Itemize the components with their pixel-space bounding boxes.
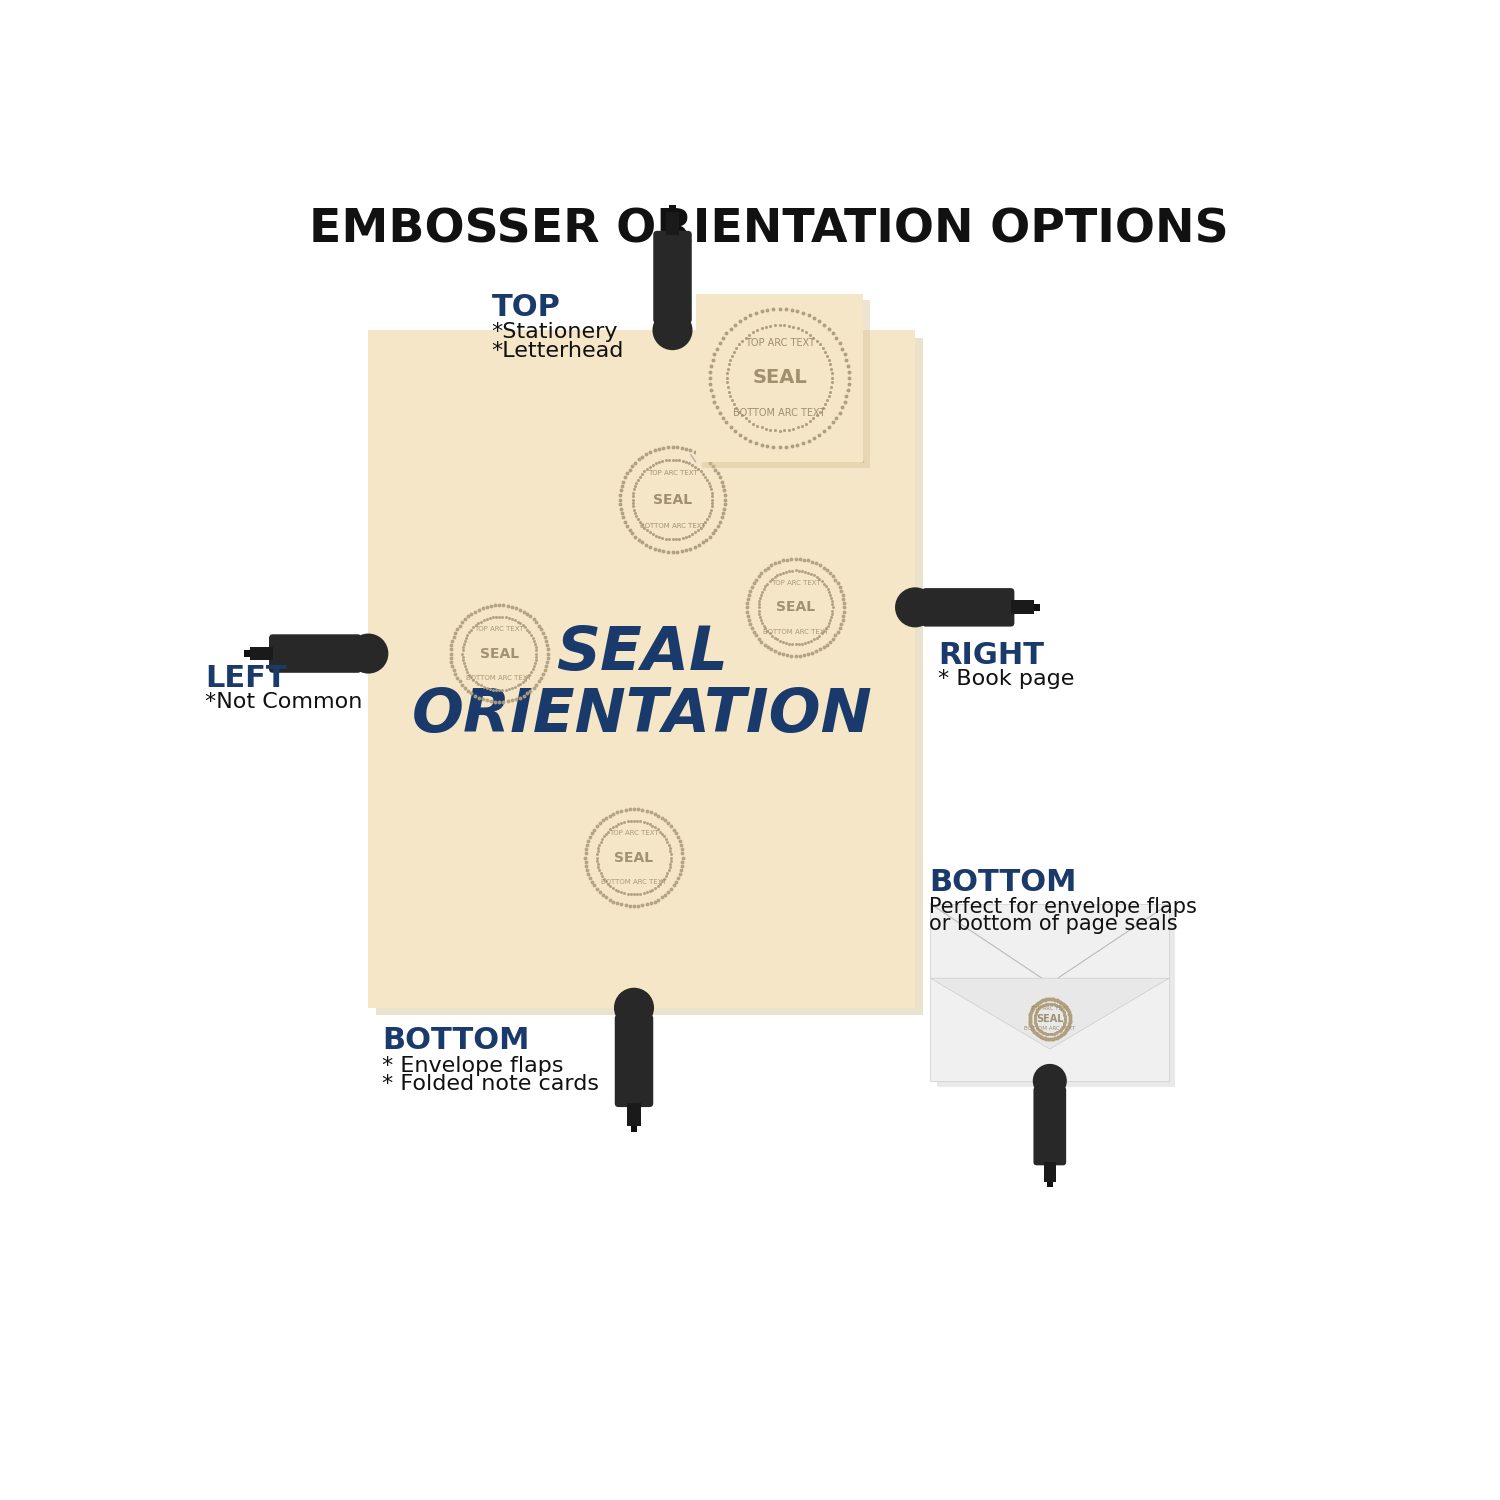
FancyBboxPatch shape (615, 1014, 654, 1107)
Text: SEAL: SEAL (652, 492, 692, 507)
FancyBboxPatch shape (922, 588, 1014, 627)
Text: or bottom of page seals: or bottom of page seals (928, 914, 1178, 934)
Bar (251, 646, 273, 660)
FancyBboxPatch shape (702, 300, 870, 468)
Circle shape (652, 310, 693, 350)
Bar (1034, 604, 1040, 610)
Bar (630, 1126, 638, 1132)
Text: TOP ARC TEXT: TOP ARC TEXT (771, 580, 820, 586)
Text: * Folded note cards: * Folded note cards (382, 1074, 598, 1094)
Text: TOP ARC TEXT: TOP ARC TEXT (648, 471, 698, 477)
Text: SEAL: SEAL (555, 624, 728, 682)
Circle shape (1034, 1064, 1066, 1098)
Text: BOTTOM ARC TEXT: BOTTOM ARC TEXT (1024, 1026, 1075, 1032)
FancyBboxPatch shape (930, 904, 1168, 1082)
Text: SEAL: SEAL (615, 850, 654, 864)
Text: * Envelope flaps: * Envelope flaps (382, 1056, 564, 1076)
Text: BOTTOM ARC TEXT: BOTTOM ARC TEXT (734, 408, 825, 417)
Bar (627, 1102, 640, 1126)
Circle shape (896, 588, 934, 627)
Text: SEAL: SEAL (1036, 1014, 1064, 1025)
FancyBboxPatch shape (268, 634, 362, 674)
Circle shape (614, 987, 654, 1028)
Text: BOTTOM ARC TEXT: BOTTOM ARC TEXT (764, 628, 828, 634)
Text: Perfect for envelope flaps: Perfect for envelope flaps (928, 897, 1197, 916)
Text: *Stationery: *Stationery (492, 322, 618, 342)
Polygon shape (930, 978, 1168, 1048)
Bar (666, 211, 680, 234)
Bar (243, 650, 250, 657)
Text: ORIENTATION: ORIENTATION (411, 686, 872, 744)
Text: LEFT: LEFT (206, 664, 286, 693)
Text: EMBOSSER ORIENTATION OPTIONS: EMBOSSER ORIENTATION OPTIONS (309, 207, 1228, 252)
Bar (1044, 1162, 1056, 1182)
Text: BOTTOM: BOTTOM (928, 867, 1077, 897)
FancyBboxPatch shape (936, 910, 1176, 1088)
Bar (669, 206, 676, 212)
Bar (1011, 600, 1034, 615)
Bar (1047, 1182, 1053, 1186)
Text: BOTTOM: BOTTOM (382, 1026, 530, 1056)
Text: TOP: TOP (492, 292, 561, 321)
FancyBboxPatch shape (654, 231, 692, 322)
Text: TOP ARC TEXT: TOP ARC TEXT (744, 338, 814, 348)
Text: *Letterhead: *Letterhead (492, 340, 624, 362)
Text: TOP ARC TEXT: TOP ARC TEXT (609, 831, 658, 837)
Text: TOP ARC TEXT: TOP ARC TEXT (1030, 1007, 1069, 1011)
Text: BOTTOM ARC TEXT: BOTTOM ARC TEXT (466, 675, 532, 681)
Text: SEAL: SEAL (776, 600, 816, 615)
Text: BOTTOM ARC TEXT: BOTTOM ARC TEXT (602, 879, 668, 885)
Text: *Not Common: *Not Common (206, 692, 363, 712)
Text: * Book page: * Book page (938, 669, 1074, 688)
Text: SEAL: SEAL (752, 369, 807, 387)
FancyBboxPatch shape (376, 338, 922, 1016)
Text: RIGHT: RIGHT (938, 642, 1044, 670)
Text: SEAL: SEAL (480, 646, 519, 660)
Circle shape (348, 633, 388, 674)
FancyBboxPatch shape (696, 294, 864, 462)
FancyBboxPatch shape (369, 330, 915, 1008)
Text: BOTTOM ARC TEXT: BOTTOM ARC TEXT (639, 522, 705, 528)
Text: TOP ARC TEXT: TOP ARC TEXT (474, 627, 524, 633)
FancyBboxPatch shape (1034, 1088, 1066, 1166)
